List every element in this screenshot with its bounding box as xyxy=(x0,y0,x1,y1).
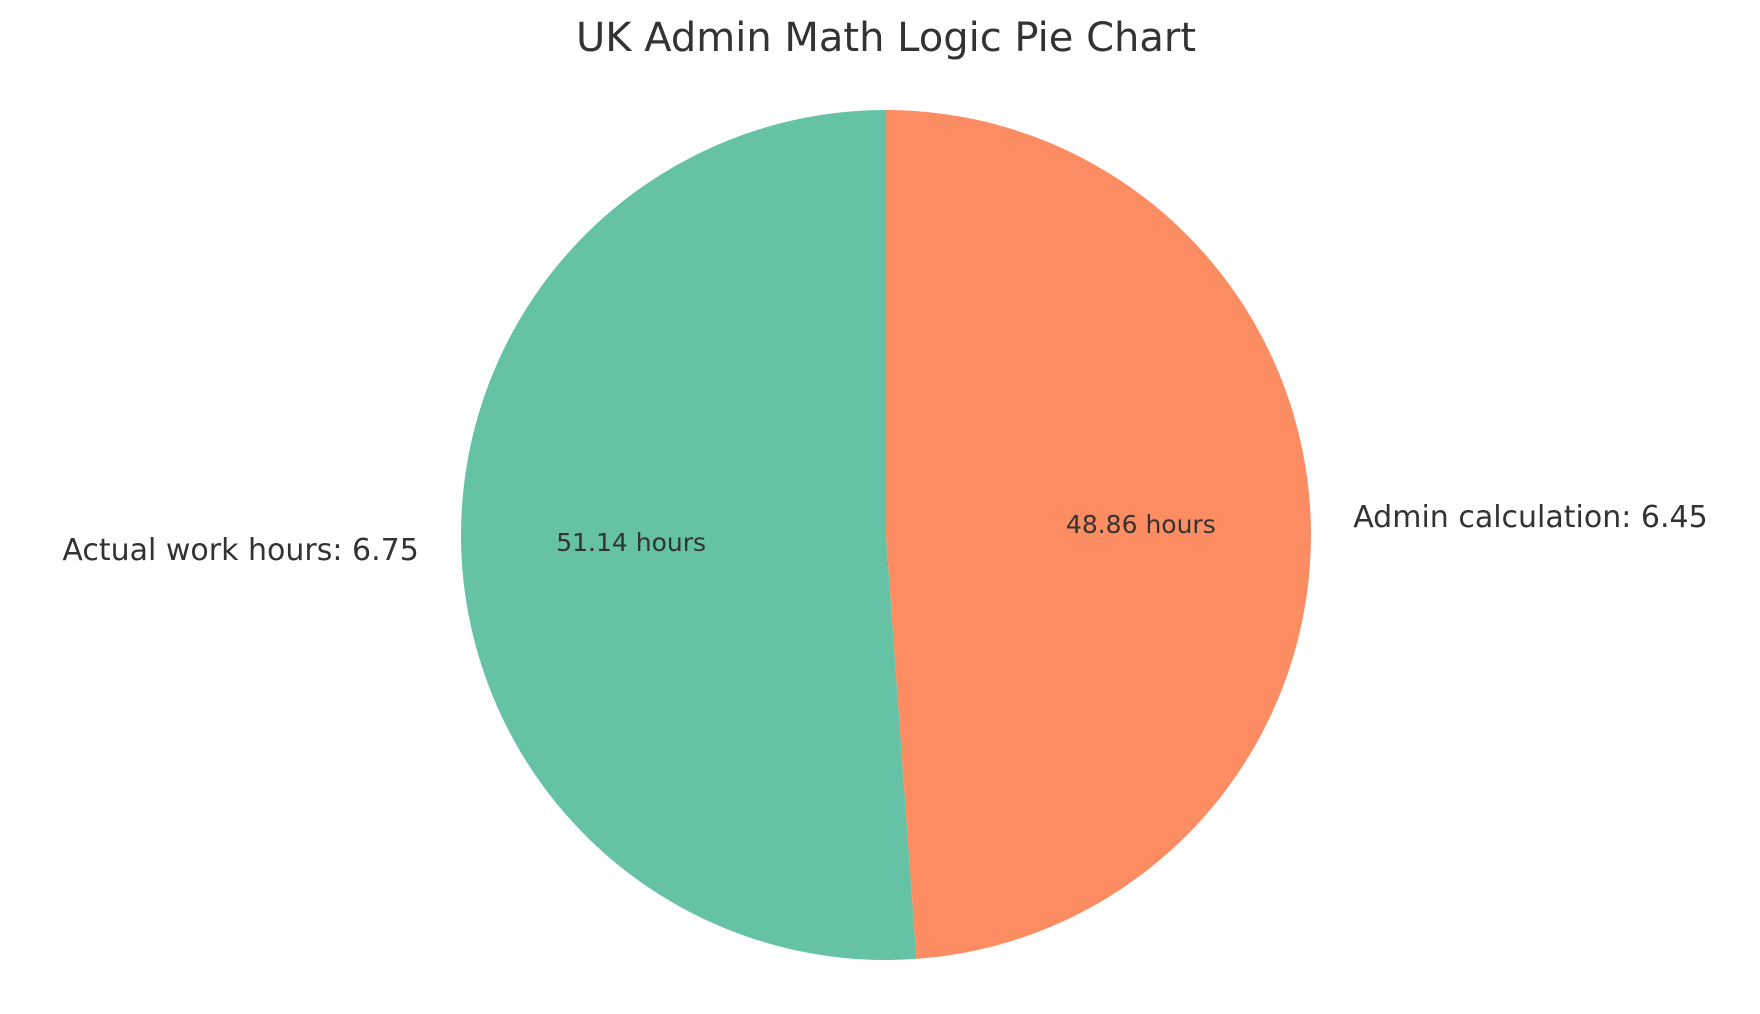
chart-title: UK Admin Math Logic Pie Chart xyxy=(576,15,1196,61)
pie-slice xyxy=(886,110,1311,959)
slice-label: Actual work hours: 6.75 xyxy=(62,533,418,568)
value-label: 48.86 hours xyxy=(1066,510,1216,539)
slice-label: Admin calculation: 6.45 xyxy=(1353,500,1708,535)
value-label: 51.14 hours xyxy=(556,528,706,557)
pie-slice xyxy=(460,110,917,960)
